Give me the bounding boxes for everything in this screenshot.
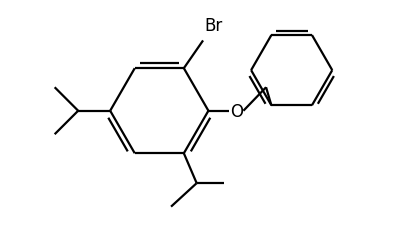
Text: O: O [229,102,243,120]
Text: Br: Br [204,17,222,35]
